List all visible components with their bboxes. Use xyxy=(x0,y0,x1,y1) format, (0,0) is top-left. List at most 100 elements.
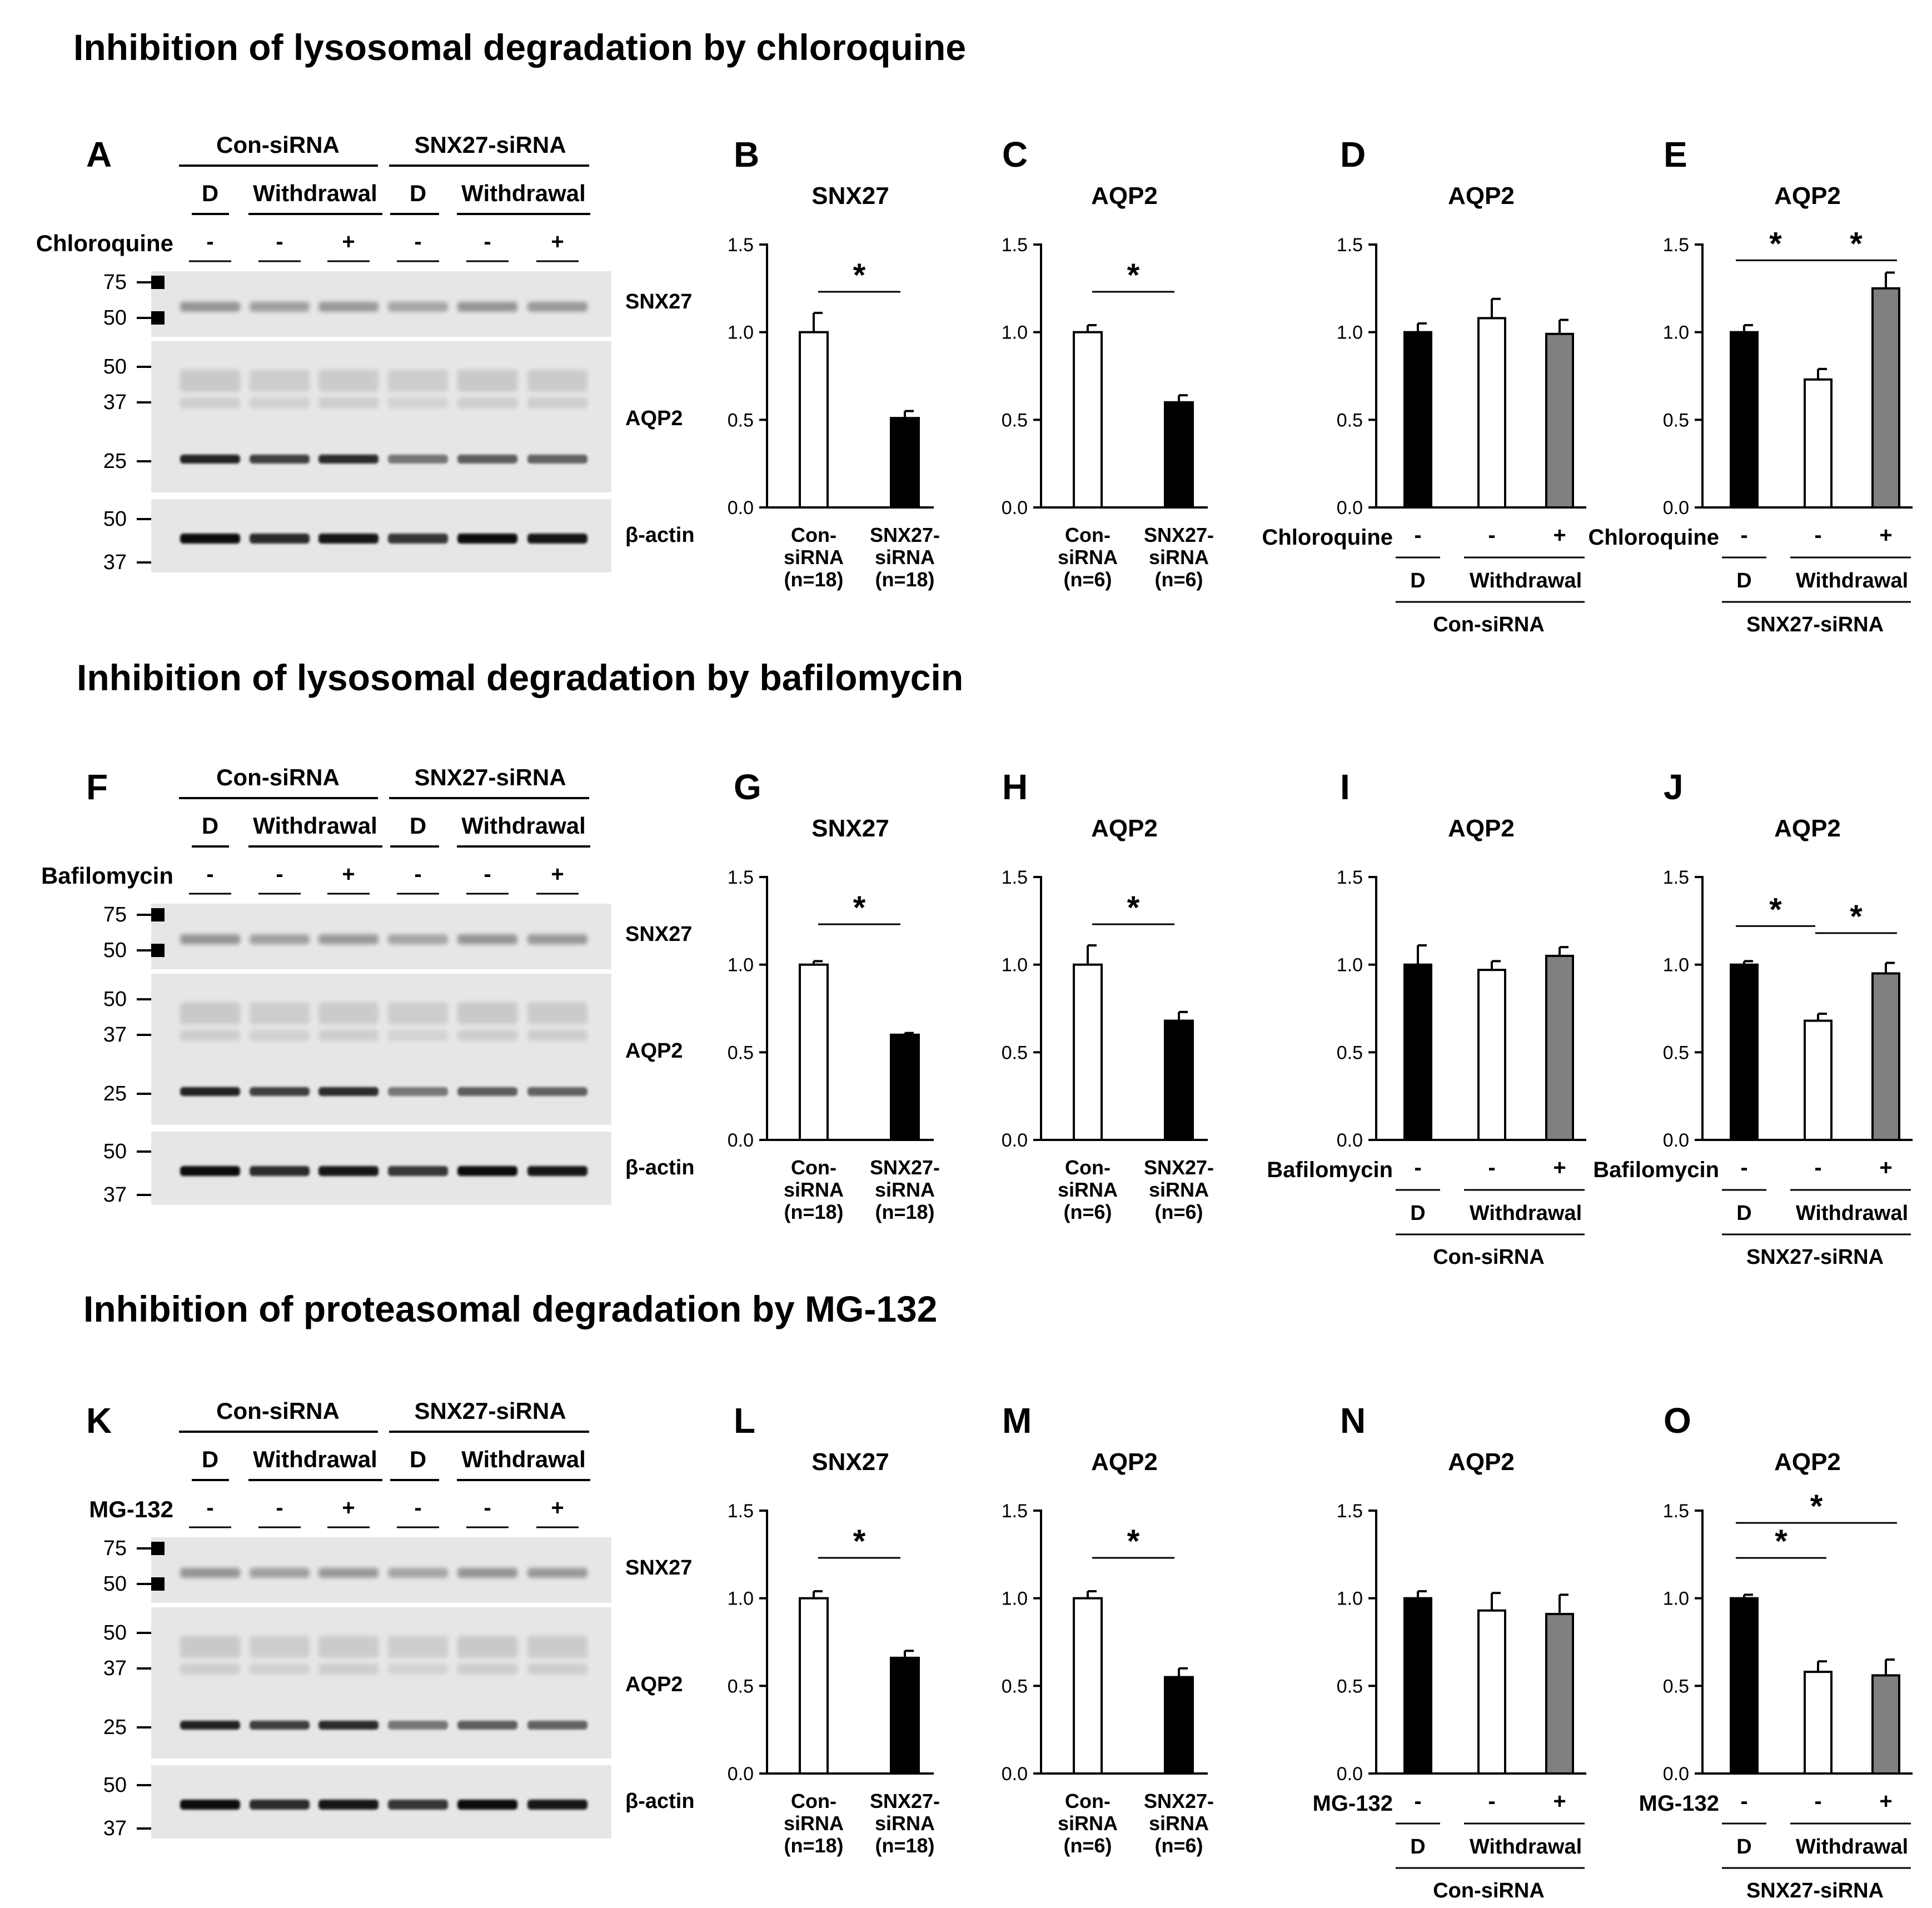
bar xyxy=(799,331,829,509)
significance-star: * xyxy=(1850,226,1863,262)
chart-title: AQP2 xyxy=(1091,1448,1158,1476)
protein-band xyxy=(180,1721,240,1730)
protein-band xyxy=(180,370,240,392)
treatment-sign: - xyxy=(276,230,283,254)
treatment-sign: - xyxy=(484,862,491,886)
category-label: (n=6) xyxy=(1063,1200,1112,1223)
condition-label: Withdrawal xyxy=(1470,569,1582,592)
panel-letter: A xyxy=(86,134,112,175)
protein-band xyxy=(180,397,240,408)
protein-band xyxy=(388,1002,448,1024)
y-tick-label: 1.5 xyxy=(1663,235,1689,256)
y-tick-label: 1.5 xyxy=(728,1501,754,1522)
membrane xyxy=(151,974,611,1125)
y-tick-label: 0.0 xyxy=(728,497,754,519)
protein-band xyxy=(318,534,379,544)
ladder-band xyxy=(151,944,165,957)
protein-band xyxy=(457,1002,517,1024)
panel-letter: D xyxy=(1340,134,1366,175)
protein-band xyxy=(250,1030,310,1041)
y-tick-label: 1.0 xyxy=(1002,955,1028,976)
category-label: siRNA xyxy=(1149,1178,1209,1201)
significance-star: * xyxy=(853,1523,866,1560)
mw-marker-label: 50 xyxy=(103,988,127,1011)
protein-band xyxy=(250,934,310,944)
mw-marker-label: 37 xyxy=(103,391,127,414)
condition-label: D xyxy=(1410,1835,1425,1859)
condition-label: D xyxy=(1410,1202,1425,1225)
category-label: Con- xyxy=(1065,524,1111,546)
y-tick-label: 1.0 xyxy=(728,1588,754,1610)
panel-letter: J xyxy=(1664,767,1684,807)
bar xyxy=(1477,969,1506,1142)
y-tick-label: 1.5 xyxy=(1337,1501,1363,1522)
condition-label: D xyxy=(410,1446,426,1472)
chart-title: AQP2 xyxy=(1774,182,1841,210)
category-label: Con- xyxy=(1065,1156,1111,1179)
y-tick-label: 0.0 xyxy=(1002,497,1028,519)
bar xyxy=(1403,331,1432,509)
band-label: β-actin xyxy=(625,524,695,547)
mw-marker-label: 50 xyxy=(103,939,127,962)
treatment-sign: + xyxy=(342,230,355,254)
group-label: SNX27-siRNA xyxy=(1746,613,1884,636)
y-tick-label: 1.0 xyxy=(1663,1588,1689,1610)
protein-band xyxy=(250,1721,310,1730)
panel-letter: L xyxy=(734,1401,755,1441)
category-label: siRNA xyxy=(1058,1178,1118,1201)
bar xyxy=(1804,378,1833,509)
y-tick-label: 0.0 xyxy=(1337,1130,1363,1151)
category-label: (n=18) xyxy=(784,1834,843,1857)
group-label: SNX27-siRNA xyxy=(1746,1246,1884,1269)
panel-letter: G xyxy=(734,767,761,807)
y-tick-label: 1.0 xyxy=(1663,955,1689,976)
y-tick-label: 0.0 xyxy=(1002,1763,1028,1785)
protein-band xyxy=(388,1030,448,1041)
treatment-sign: - xyxy=(276,862,283,886)
protein-band xyxy=(180,1087,240,1096)
y-tick-label: 0.5 xyxy=(1663,1042,1689,1063)
bar xyxy=(1545,332,1574,509)
protein-band xyxy=(250,1636,310,1658)
protein-band xyxy=(527,302,587,312)
protein-band xyxy=(180,934,240,944)
treatment-sign: - xyxy=(1414,1155,1421,1180)
category-label: SNX27- xyxy=(870,1790,940,1812)
protein-band xyxy=(527,1721,587,1730)
band-label: β-actin xyxy=(625,1156,695,1179)
condition-label: Withdrawal xyxy=(461,180,586,206)
treatment-label: Bafilomycin xyxy=(41,863,173,889)
category-label: siRNA xyxy=(1149,546,1209,569)
category-label: siRNA xyxy=(1058,546,1118,569)
treatment-sign: - xyxy=(1814,1155,1821,1180)
y-tick-label: 0.0 xyxy=(1663,1763,1689,1785)
y-tick-label: 0.5 xyxy=(1663,410,1689,431)
chart-title: SNX27 xyxy=(811,815,889,842)
category-label: (n=6) xyxy=(1063,1834,1112,1857)
protein-band xyxy=(180,302,240,312)
category-label: (n=6) xyxy=(1154,1834,1203,1857)
treatment-sign: - xyxy=(206,230,213,254)
condition-label: D xyxy=(202,813,218,839)
protein-band xyxy=(180,1568,240,1578)
y-tick-label: 0.5 xyxy=(1337,1676,1363,1697)
y-tick-label: 0.5 xyxy=(1002,410,1028,431)
condition-label: Withdrawal xyxy=(461,813,586,839)
condition-label: Withdrawal xyxy=(1796,1202,1908,1225)
mw-marker-label: 25 xyxy=(103,450,127,473)
group-label: Con-siRNA xyxy=(1433,613,1545,636)
significance-star: * xyxy=(1769,891,1782,928)
panel-letter: F xyxy=(86,767,108,807)
group-label: Con-siRNA xyxy=(1433,1246,1545,1269)
band-label: β-actin xyxy=(625,1790,695,1813)
bar xyxy=(1073,1597,1103,1775)
chart-title: AQP2 xyxy=(1448,815,1515,842)
treatment-sign: + xyxy=(1879,1155,1892,1180)
mw-marker-label: 50 xyxy=(103,507,127,531)
protein-band xyxy=(250,1166,310,1176)
protein-band xyxy=(180,455,240,464)
bar-chart: GSNX270.00.51.01.5*Con-siRNA(n=18)SNX27-… xyxy=(728,767,940,1223)
category-label: Con- xyxy=(791,524,836,546)
category-label: siRNA xyxy=(1149,1812,1209,1835)
protein-band xyxy=(318,1166,379,1176)
